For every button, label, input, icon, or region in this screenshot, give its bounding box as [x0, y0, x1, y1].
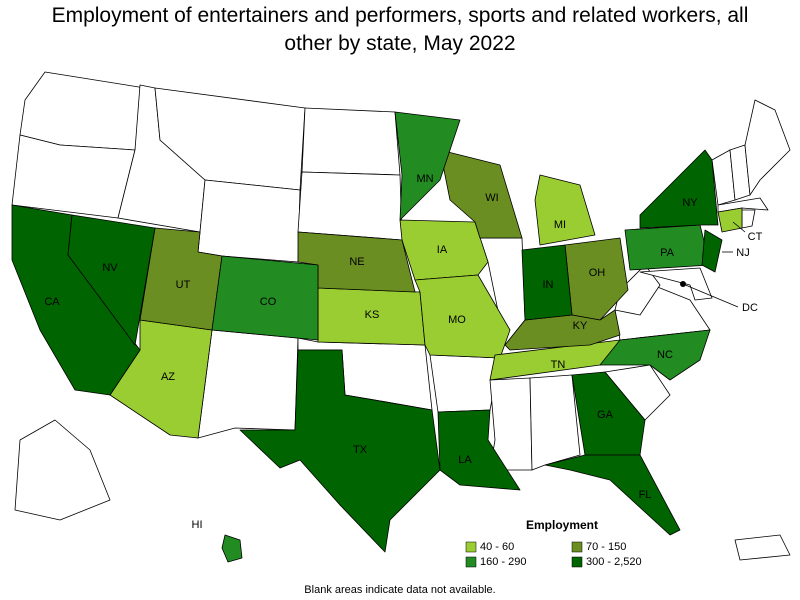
state-label: TX: [353, 444, 368, 456]
legend-title: Employment: [526, 518, 598, 532]
state: [197, 329, 299, 439]
state-label: CT: [748, 231, 763, 243]
state: [741, 209, 756, 229]
state: [489, 377, 533, 471]
state: [599, 329, 711, 381]
state-label: CA: [44, 296, 60, 308]
state: [297, 171, 403, 241]
legend-swatch: [571, 541, 583, 553]
leader-line: [682, 283, 739, 308]
footnote: Blank areas indicate data not available.: [304, 584, 495, 596]
state: [571, 371, 646, 456]
state: [394, 111, 461, 221]
state: [301, 107, 401, 176]
state: [639, 149, 719, 229]
state: [734, 534, 791, 561]
state-labels: AZ KS IA MO MI TN CT UT NE WI OH KY CO M…: [44, 173, 762, 531]
state-label: NE: [349, 256, 364, 268]
state: [521, 244, 573, 321]
state-label: NY: [682, 197, 698, 209]
state-label: NV: [102, 262, 118, 274]
leader-line: [732, 221, 746, 233]
state-label: UT: [176, 279, 191, 291]
state-label: MN: [416, 173, 433, 185]
state-label: FL: [639, 489, 652, 501]
state-label: HI: [192, 519, 203, 531]
state: [221, 534, 243, 563]
state: [439, 149, 523, 239]
legend-swatch: [465, 556, 477, 568]
state: [534, 174, 596, 246]
state-label: NC: [657, 349, 673, 361]
state: [529, 374, 581, 471]
state: [239, 349, 441, 553]
callout-label: DC: [742, 302, 758, 314]
state: [19, 71, 146, 151]
state: [67, 214, 156, 346]
legend-label: 300 - 2,520: [586, 556, 642, 568]
state-label: KS: [365, 309, 380, 321]
state-label: GA: [597, 409, 614, 421]
state-label: OH: [589, 267, 606, 279]
map-title: Employment of entertainers and performer…: [51, 4, 749, 55]
legend-swatch: [571, 556, 583, 568]
state: [429, 354, 501, 413]
state: [197, 179, 301, 263]
state-label: WI: [485, 192, 498, 204]
state-label: TN: [551, 359, 566, 371]
legend-label: 160 - 290: [480, 556, 526, 568]
state-label: CO: [260, 296, 277, 308]
state-label: MO: [448, 314, 466, 326]
state: [14, 419, 111, 521]
state-label: IN: [543, 279, 554, 291]
state: [544, 454, 681, 536]
legend-label: 40 - 60: [480, 541, 514, 553]
state-label: PA: [660, 247, 675, 259]
legend-label: 70 - 150: [586, 541, 626, 553]
state-label: NJ: [736, 247, 749, 259]
state: [701, 229, 723, 273]
state-label: MI: [554, 219, 566, 231]
state: [717, 207, 743, 233]
state: [744, 99, 791, 196]
state: [437, 409, 521, 491]
state: [717, 197, 769, 213]
legend: Employment 40 - 60 70 - 150 160 - 290 300 -…: [465, 518, 642, 568]
states-with-data: [11, 111, 743, 563]
state-label: KY: [573, 320, 588, 332]
state-label: AZ: [161, 371, 175, 383]
state-label: IA: [437, 244, 448, 256]
state: [211, 255, 319, 341]
legend-swatch: [465, 541, 477, 553]
state: [414, 274, 511, 359]
state-label: LA: [458, 454, 472, 466]
states-no-data: [11, 71, 791, 561]
